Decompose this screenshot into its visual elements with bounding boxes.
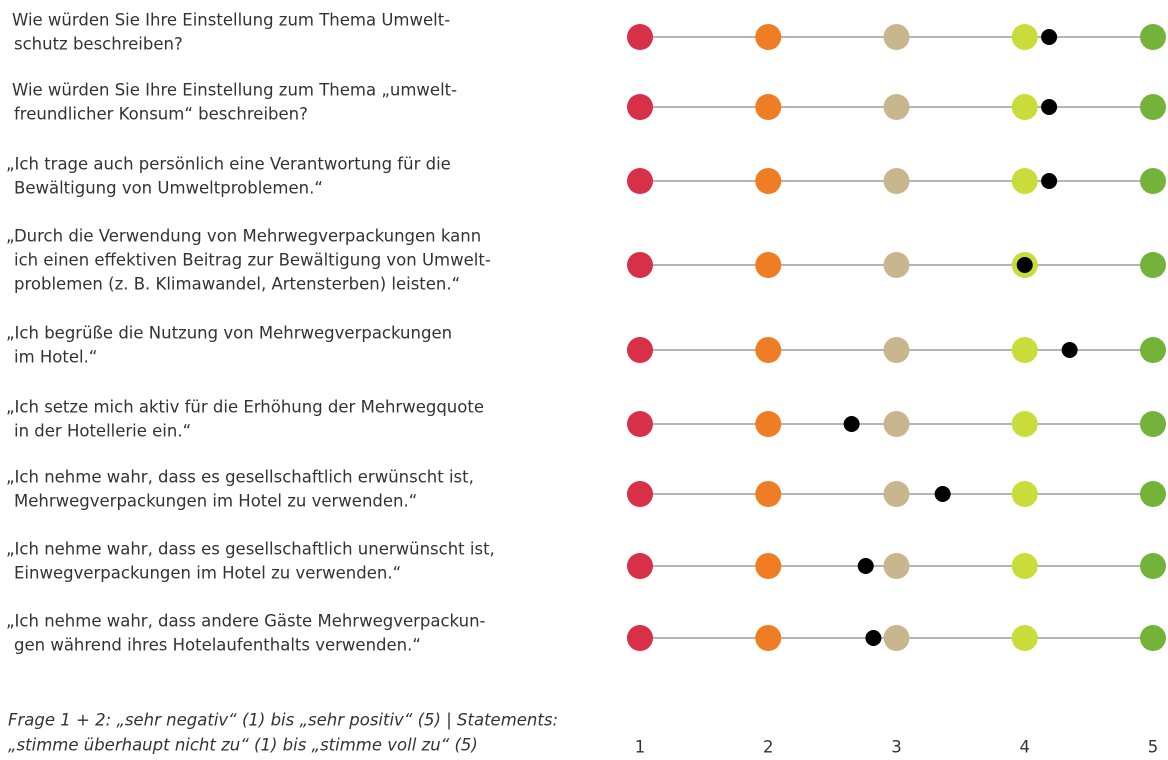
row-label: „Ich setze mich aktiv für die Erhöhung d… (6, 398, 484, 417)
scale-dot (627, 411, 653, 437)
scale-dot (1140, 411, 1166, 437)
scale-dot (883, 411, 910, 437)
scale-dot (755, 168, 782, 194)
row-label: Wie würden Sie Ihre Einstellung zum Them… (12, 81, 457, 100)
scale-dot (627, 168, 653, 194)
note: Frage 1 + 2: „sehr negativ“ (1) bis „seh… (8, 711, 558, 730)
mean-dot (1041, 29, 1058, 45)
row-label: „Ich trage auch persönlich eine Verantwo… (6, 155, 451, 174)
x-tick-label: 5 (1148, 738, 1159, 757)
mean-dot (843, 416, 860, 432)
scale-dot (1011, 337, 1038, 363)
scale-dot (1140, 252, 1166, 278)
x-tick-label: 3 (891, 738, 902, 757)
scale-dot (627, 252, 653, 278)
mean-dot (1016, 257, 1033, 273)
row-label: gen während ihres Hotelaufenthalts verwe… (14, 636, 421, 655)
scale-dot (627, 625, 653, 651)
scale-dot (883, 168, 910, 194)
scale-dot (1140, 94, 1166, 120)
scale-dot (883, 553, 910, 579)
scale-dot (1140, 24, 1166, 50)
scale-dot (1140, 481, 1166, 507)
scale-dot (627, 94, 653, 120)
scale-dot (883, 24, 910, 50)
scale-dot (1140, 553, 1166, 579)
x-tick-label: 4 (1020, 738, 1031, 757)
scale-dot (1011, 481, 1038, 507)
mean-dot (1041, 99, 1058, 115)
scale-dot (755, 337, 782, 363)
scale-dot (883, 481, 910, 507)
row-label: „Ich nehme wahr, dass andere Gäste Mehrw… (6, 612, 486, 631)
row-label: in der Hotellerie ein.“ (14, 422, 191, 441)
mean-dot (865, 630, 882, 646)
scale-dot (883, 94, 910, 120)
mean-dot (1061, 342, 1078, 358)
scale-dot (1140, 337, 1166, 363)
scale-dot (1140, 168, 1166, 194)
scale-dot (627, 337, 653, 363)
scale-dot (755, 481, 782, 507)
scale-dot (1011, 553, 1038, 579)
x-tick-label: 1 (635, 738, 646, 757)
row-label: im Hotel.“ (14, 348, 97, 367)
scale-dot (755, 252, 782, 278)
row-label: „Ich begrüße die Nutzung von Mehrwegverp… (6, 324, 452, 343)
row-label: freundlicher Konsum“ beschreiben? (14, 105, 308, 124)
mean-dot (857, 558, 874, 574)
scale-dot (627, 24, 653, 50)
row-label: Mehrwegverpackungen im Hotel zu verwende… (14, 492, 417, 511)
mean-dot (1041, 173, 1058, 189)
scale-dot (1011, 625, 1038, 651)
scale-dot (883, 625, 910, 651)
row-label: schutz beschreiben? (14, 35, 183, 54)
scale-dot (1011, 168, 1038, 194)
scale-dot (883, 337, 910, 363)
mean-dot (934, 486, 951, 502)
row-label: ich einen effektiven Beitrag zur Bewälti… (14, 251, 491, 270)
row-label: Einwegverpackungen im Hotel zu verwenden… (14, 564, 401, 583)
scale-dot (1011, 411, 1038, 437)
scale-dot (755, 625, 782, 651)
scale-dot (755, 553, 782, 579)
row-label: Bewältigung von Umweltproblemen.“ (14, 179, 323, 198)
row-label: problemen (z. B. Klimawandel, Artensterb… (14, 275, 460, 294)
note: „stimme überhaupt nicht zu“ (1) bis „sti… (8, 736, 478, 755)
row-label: „Durch die Verwendung von Mehrwegverpack… (6, 227, 481, 246)
x-tick-label: 2 (763, 738, 774, 757)
scale-dot (883, 252, 910, 278)
scale-dot (627, 481, 653, 507)
scale-dot (755, 411, 782, 437)
row-label: „Ich nehme wahr, dass es gesellschaftlic… (6, 540, 495, 559)
scale-dot (755, 24, 782, 50)
scale-dot (1011, 24, 1038, 50)
scale-dot (755, 94, 782, 120)
scale-dot (1140, 625, 1166, 651)
scale-dot (1011, 94, 1038, 120)
row-label: Wie würden Sie Ihre Einstellung zum Them… (12, 11, 450, 30)
row-label: „Ich nehme wahr, dass es gesellschaftlic… (6, 468, 474, 487)
scale-dot (627, 553, 653, 579)
